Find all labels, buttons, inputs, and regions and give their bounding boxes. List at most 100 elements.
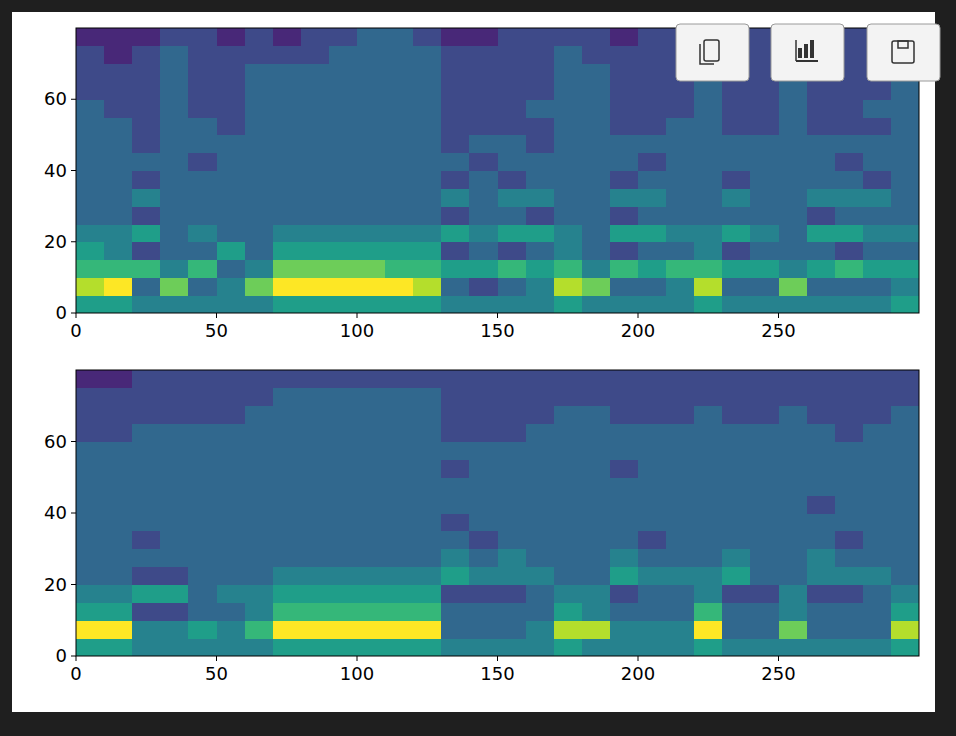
heatmap-cell	[526, 585, 555, 603]
chart-icon	[804, 44, 808, 58]
heatmap-cell	[104, 477, 133, 495]
heatmap-cell	[638, 513, 667, 531]
heatmap-cell	[891, 531, 919, 549]
heatmap-cell	[526, 495, 555, 513]
heatmap-cell	[779, 549, 808, 567]
heatmap-cell	[357, 620, 386, 638]
heatmap-cell	[329, 406, 358, 424]
heatmap-cell	[526, 117, 555, 135]
heatmap-cell	[891, 135, 919, 153]
heatmap-cell	[160, 567, 189, 585]
heatmap-cell	[301, 81, 330, 99]
heatmap-cell	[273, 46, 302, 64]
heatmap-cell	[357, 638, 386, 656]
heatmap-cell	[132, 406, 161, 424]
heatmap-cell	[413, 477, 442, 495]
x-tick-label: 100	[340, 320, 374, 341]
toolbar-button[interactable]	[771, 24, 844, 81]
heatmap-cell	[694, 549, 723, 567]
heatmap-cell	[329, 171, 358, 189]
heatmap-cell	[301, 64, 330, 82]
heatmap-cell	[245, 81, 274, 99]
heatmap-cell	[132, 495, 161, 513]
heatmap-cell	[413, 81, 442, 99]
heatmap-cell	[413, 224, 442, 242]
heatmap-cell	[694, 295, 723, 313]
heatmap-cell	[863, 549, 892, 567]
heatmap-cell	[357, 602, 386, 620]
heatmap-cell	[441, 28, 470, 46]
heatmap-cell	[891, 188, 919, 206]
heatmap-cell	[554, 620, 583, 638]
heatmap-cell	[498, 188, 527, 206]
heatmap-cell	[441, 99, 470, 117]
heatmap-cell	[582, 495, 611, 513]
heatmap-cell	[666, 224, 695, 242]
heatmap-cell	[413, 242, 442, 260]
heatmap-cell	[891, 585, 919, 603]
heatmap-cell	[104, 567, 133, 585]
heatmap-cell	[188, 477, 217, 495]
heatmap-cell	[498, 242, 527, 260]
heatmap-cell	[301, 277, 330, 295]
heatmap-cell	[722, 495, 751, 513]
x-tick	[778, 313, 779, 318]
heatmap-cell	[273, 638, 302, 656]
heatmap-cell	[441, 188, 470, 206]
heatmap-cell	[863, 513, 892, 531]
heatmap-cell	[357, 442, 386, 460]
heatmap-cell	[750, 549, 779, 567]
heatmap-cell	[217, 585, 246, 603]
heatmap-cell	[610, 549, 639, 567]
heatmap-cell	[863, 277, 892, 295]
x-tick-label: 50	[205, 663, 228, 684]
heatmap-cell	[498, 64, 527, 82]
heatmap-cell	[441, 277, 470, 295]
heatmap-cell	[301, 242, 330, 260]
heatmap-cell	[610, 260, 639, 278]
heatmap-cell	[245, 277, 274, 295]
heatmap-cell	[469, 388, 498, 406]
heatmap-cell	[441, 370, 470, 388]
heatmap-cell	[863, 153, 892, 171]
heatmap-cell	[469, 46, 498, 64]
heatmap-cell	[385, 638, 414, 656]
heatmap-cell	[104, 531, 133, 549]
heatmap-cell	[779, 459, 808, 477]
heatmap-cell	[385, 153, 414, 171]
heatmap-cell	[779, 638, 808, 656]
heatmap-cell	[76, 153, 105, 171]
heatmap-cell	[132, 370, 161, 388]
heatmap-cell	[76, 135, 105, 153]
heatmap-cell	[413, 388, 442, 406]
heatmap-cell	[217, 153, 246, 171]
heatmap-cell	[526, 277, 555, 295]
heatmap-cell	[357, 406, 386, 424]
heatmap-cell	[469, 242, 498, 260]
heatmap-cell	[469, 171, 498, 189]
heatmap-cell	[807, 81, 836, 99]
heatmap-cell	[722, 388, 751, 406]
heatmap-cell	[273, 442, 302, 460]
x-tick	[216, 313, 217, 318]
heatmap-cell	[301, 495, 330, 513]
heatmap-cell	[638, 242, 667, 260]
heatmap-cell	[160, 513, 189, 531]
heatmap-cell	[750, 442, 779, 460]
toolbar-button[interactable]	[676, 24, 749, 81]
heatmap-cell	[694, 495, 723, 513]
heatmap-cell	[469, 424, 498, 442]
heatmap-cell	[863, 638, 892, 656]
heatmap-cell	[385, 585, 414, 603]
heatmap-cell	[217, 513, 246, 531]
heatmap-cell	[188, 459, 217, 477]
heatmap-cell	[160, 171, 189, 189]
heatmap-cell	[273, 117, 302, 135]
heatmap-cell	[385, 242, 414, 260]
toolbar-button[interactable]	[867, 24, 940, 81]
heatmap-cell	[891, 153, 919, 171]
heatmap-cell	[441, 424, 470, 442]
heatmap-cell	[835, 406, 864, 424]
heatmap-cell	[554, 531, 583, 549]
heatmap-cell	[891, 406, 919, 424]
